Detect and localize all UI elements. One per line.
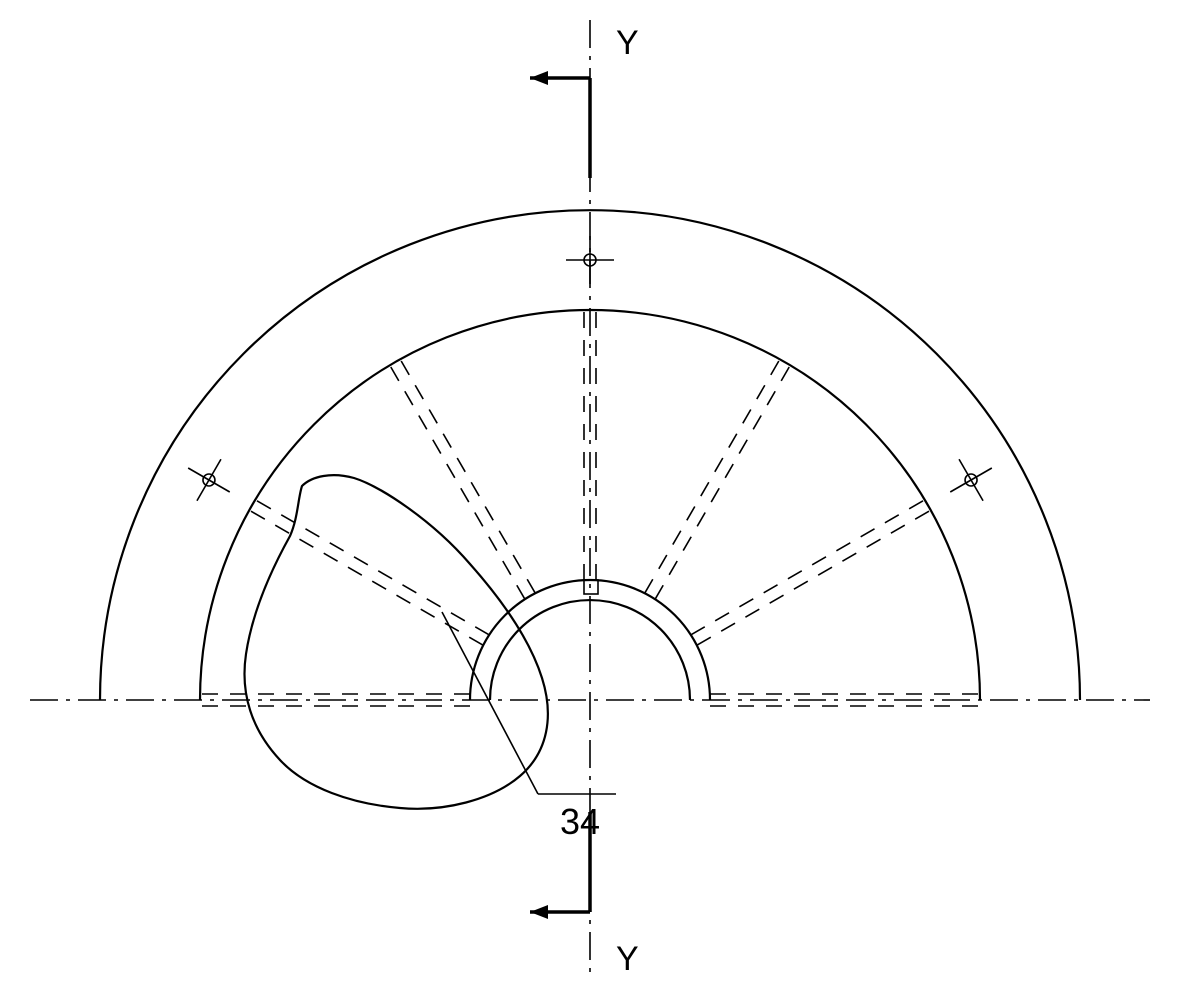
spoke-edge [255, 500, 489, 635]
callout-label-34: 34 [560, 801, 600, 842]
bolt-tick-radial [950, 468, 992, 492]
section-label-bottom: Y [616, 940, 639, 978]
spoke-edge [645, 359, 780, 593]
connector-rect [584, 580, 598, 594]
section-label-top: Y [616, 24, 639, 62]
leader-line-34 [442, 612, 538, 794]
spoke-edge [655, 365, 790, 599]
bolt-tick-radial [188, 468, 230, 492]
spoke-edge [697, 510, 931, 645]
spoke-edge [390, 365, 525, 599]
callout-blob [244, 475, 547, 809]
engineering-diagram: Y Y 34 [0, 0, 1180, 997]
section-mark-top [530, 71, 590, 178]
spoke-edge [691, 500, 925, 635]
spoke-edge [400, 359, 535, 593]
